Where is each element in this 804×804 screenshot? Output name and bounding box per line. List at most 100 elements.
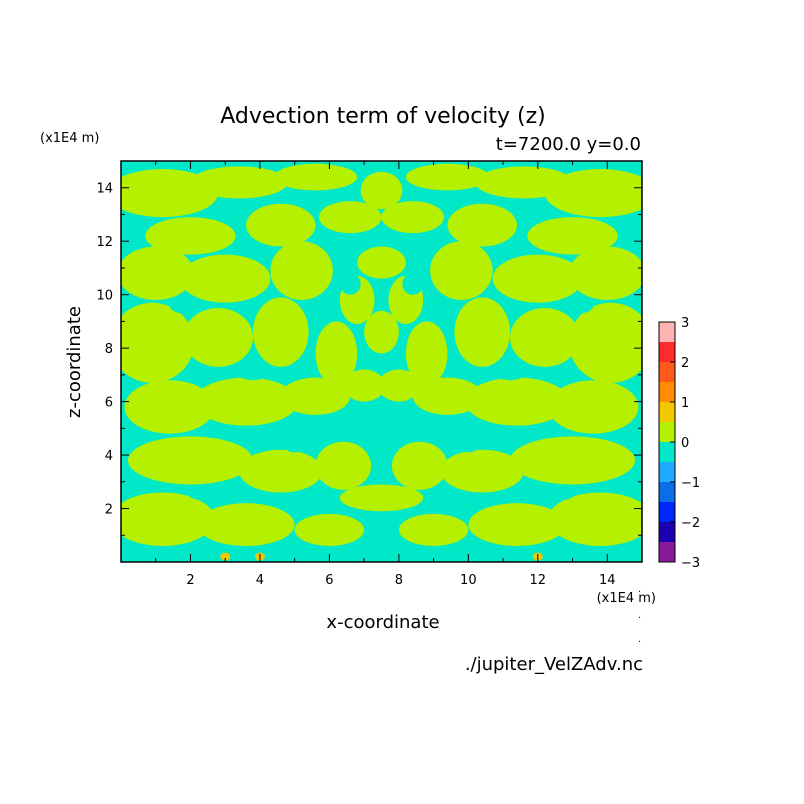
dot-mark-2: . (638, 610, 641, 621)
colorbar-swatch (659, 422, 675, 442)
positive-region (339, 484, 424, 512)
positive-region (343, 369, 385, 402)
colorbar-swatch (659, 362, 675, 382)
positive-region (492, 254, 583, 303)
positive-region (510, 308, 580, 367)
positive-region (318, 201, 382, 234)
positive-region (180, 254, 271, 303)
positive-region (121, 492, 215, 546)
positive-region (454, 297, 511, 367)
colorbar-tick-label: 3 (681, 316, 689, 331)
y-unit-label: (x1E4 m) (40, 131, 99, 146)
dot-mark-3: . (638, 634, 641, 645)
positive-region (127, 436, 253, 485)
positive-region (398, 513, 469, 546)
positive-region (468, 503, 566, 546)
positive-region (475, 166, 573, 199)
colorbar-tick-label: 1 (681, 396, 689, 411)
positive-region (197, 503, 295, 546)
y-tick-label: 14 (96, 182, 113, 197)
positive-region (364, 310, 399, 354)
colorbar-swatch (659, 542, 675, 562)
x-axis-label: x-coordinate (326, 612, 439, 633)
colorbar-tick-label: 0 (681, 436, 689, 451)
positive-region (315, 441, 372, 490)
colorbar-swatch (659, 342, 675, 362)
positive-region (183, 308, 253, 367)
heatmap-field (121, 161, 642, 562)
x-tick-label: 6 (325, 573, 333, 588)
y-tick-label: 4 (105, 449, 113, 464)
positive-region (190, 166, 288, 199)
negative-region (280, 425, 309, 453)
x-tick-label: 10 (460, 573, 477, 588)
positive-region (405, 163, 490, 191)
plot-frame (120, 160, 643, 563)
positive-region (246, 203, 316, 247)
x-tick-label: 4 (256, 573, 264, 588)
negative-region (235, 358, 271, 381)
y-tick-label: 10 (96, 289, 113, 304)
positive-region (378, 369, 420, 402)
positive-region (273, 163, 358, 191)
colorbar-swatch (659, 442, 675, 462)
positive-region (430, 241, 493, 301)
colorbar-swatch (659, 482, 675, 502)
chart-subtitle: t=7200.0 y=0.0 (496, 134, 641, 155)
positive-region (381, 201, 445, 234)
dot-mark-1: . (638, 584, 641, 595)
positive-region (121, 246, 194, 301)
accent-region (220, 552, 231, 561)
positive-regions (121, 163, 642, 546)
positive-region (464, 377, 570, 426)
colorbar-tick-label: −1 (681, 476, 700, 491)
y-tick-label: 6 (105, 396, 113, 411)
positive-region (527, 217, 618, 255)
colorbar-tick-label: 2 (681, 356, 689, 371)
positive-region (510, 436, 636, 485)
x-axis: 2 4 6 8 10 12 14 (155, 161, 616, 588)
negative-region (565, 297, 594, 314)
colorbar-swatch (659, 462, 675, 482)
positive-region (440, 449, 524, 493)
positive-region (447, 203, 517, 247)
positive-region (121, 302, 194, 383)
negative-region (541, 484, 577, 501)
x-tick-label: 8 (395, 573, 403, 588)
negative-region (186, 484, 222, 501)
positive-region (294, 513, 365, 546)
positive-region (548, 492, 642, 546)
y-tick-label: 8 (105, 342, 113, 357)
y-tick-label: 2 (105, 503, 113, 518)
colorbar-swatch (659, 402, 675, 422)
colorbar-swatch (659, 382, 675, 402)
colorbar-tick-label: −2 (681, 516, 700, 531)
chart-title: Advection term of velocity (z) (220, 104, 546, 129)
positive-region (124, 380, 215, 434)
x-tick-label: 12 (530, 573, 547, 588)
positive-region (145, 217, 236, 255)
positive-region (315, 321, 358, 386)
y-tick-label: 12 (96, 235, 113, 250)
negative-region (169, 297, 198, 314)
positive-region (193, 377, 299, 426)
colorbar-swatch (659, 522, 675, 542)
positive-region (548, 380, 639, 434)
colorbar: 3 2 1 0 −1 −2 −3 (658, 316, 700, 571)
positive-region (270, 241, 333, 301)
negative-region (402, 273, 424, 295)
positive-region (357, 246, 406, 279)
y-axis: 2 4 6 8 10 12 14 (96, 182, 642, 536)
positive-region (569, 302, 642, 383)
positive-region (252, 297, 309, 367)
positive-region (391, 441, 448, 490)
positive-region (405, 321, 448, 386)
positive-region (239, 449, 323, 493)
colorbar-swatch (659, 322, 675, 342)
negative-region (454, 425, 483, 453)
file-name: ./jupiter_VelZAdv.nc (465, 654, 643, 675)
positive-region (412, 377, 483, 415)
negative-region (339, 273, 361, 295)
positive-region (360, 171, 403, 210)
